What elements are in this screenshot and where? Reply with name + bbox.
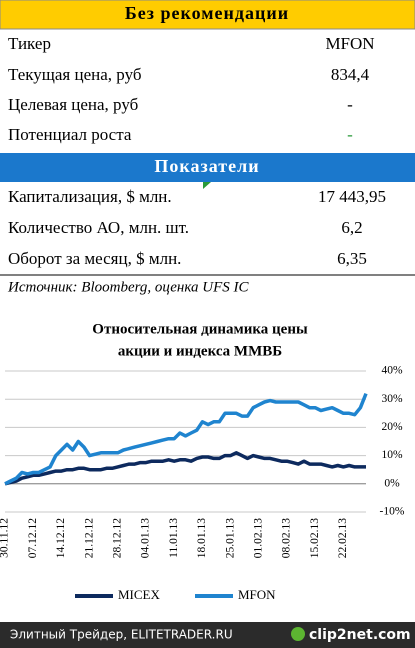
x-tick-label: 18.01.13 xyxy=(196,518,208,559)
legend-label: MFON xyxy=(238,587,276,602)
line-series xyxy=(4,451,366,486)
y-tick-label: 20% xyxy=(381,421,403,433)
row-value: - xyxy=(347,95,353,114)
recommendation-title: Без рекомендации xyxy=(125,3,289,23)
row-value: 834,4 xyxy=(331,65,370,84)
legend-label: MICEX xyxy=(118,587,161,602)
x-tick-label: 01.02.13 xyxy=(252,518,264,559)
footer-site: Элитный Трейдер, ELITETRADER.RU xyxy=(10,628,233,642)
logo-icon xyxy=(291,627,305,641)
y-tick-label: 0% xyxy=(384,477,400,489)
x-tick-label: 15.02.13 xyxy=(309,518,321,559)
x-tick-label: 21.12.12 xyxy=(83,518,95,559)
x-tick-label: 08.02.13 xyxy=(281,518,293,559)
row-label: Оборот за месяц, $ млн. xyxy=(8,249,181,268)
footer-logo: clip2net.com xyxy=(309,627,411,643)
row-label: Целевая цена, руб xyxy=(8,95,138,114)
x-tick-label: 07.12.12 xyxy=(27,518,39,559)
y-tick-label: 40% xyxy=(381,365,403,377)
row-value: 6,35 xyxy=(337,249,367,268)
row-value: MFON xyxy=(325,34,374,53)
x-tick-label: 30.11.12 xyxy=(0,518,11,558)
x-tick-label: 28.12.12 xyxy=(111,518,123,559)
footer-bar xyxy=(0,622,415,648)
x-tick-label: 14.12.12 xyxy=(55,518,67,559)
x-tick-label: 11.01.13 xyxy=(168,518,180,558)
row-value: 6,2 xyxy=(341,218,362,237)
x-tick-label: 04.01.13 xyxy=(140,518,152,559)
indicators-header xyxy=(0,153,415,182)
y-tick-label: 10% xyxy=(381,449,403,461)
line-series xyxy=(4,392,368,486)
x-tick-label: 22.02.13 xyxy=(337,518,349,559)
chart-title: Относительная динамика цены xyxy=(92,321,308,337)
recommendation-header xyxy=(0,0,415,30)
row-value: 17 443,95 xyxy=(318,187,386,206)
indicators-title: Показатели xyxy=(154,156,259,176)
chart-title: акции и индекса ММВБ xyxy=(118,343,282,359)
row-label: Количество АО, млн. шт. xyxy=(8,218,189,237)
row-label: Потенциал роста xyxy=(8,125,132,144)
cell-marker xyxy=(203,182,211,189)
source: Источник: Bloomberg, оценка UFS IC xyxy=(7,279,250,295)
row-value: - xyxy=(347,125,353,144)
row-label: Тикер xyxy=(8,34,51,53)
x-tick-label: 25.01.13 xyxy=(224,518,236,559)
row-label: Текущая цена, руб xyxy=(8,65,142,84)
y-tick-label: 30% xyxy=(381,393,403,405)
y-tick-label: -10% xyxy=(380,506,405,518)
row-label: Капитализация, $ млн. xyxy=(8,187,172,206)
